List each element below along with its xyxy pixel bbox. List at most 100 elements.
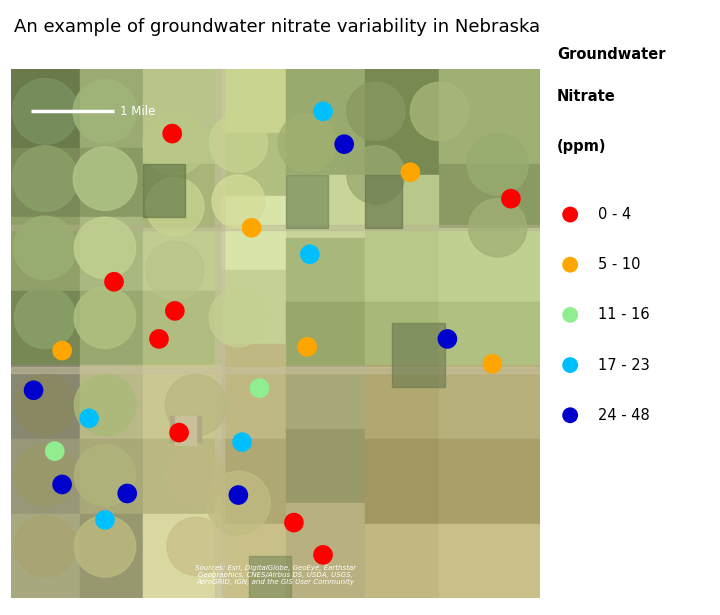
Point: [302, 342, 313, 352]
Bar: [143, 365, 222, 440]
Bar: [439, 69, 540, 164]
Point: [174, 427, 185, 437]
Bar: [11, 514, 80, 598]
Circle shape: [14, 445, 76, 506]
Bar: [143, 440, 222, 514]
Bar: [286, 429, 365, 503]
Circle shape: [12, 79, 78, 144]
Circle shape: [210, 288, 267, 347]
Circle shape: [74, 516, 135, 577]
Bar: [365, 365, 439, 440]
Circle shape: [74, 375, 135, 436]
Bar: [80, 514, 143, 598]
Bar: [439, 524, 540, 598]
Circle shape: [74, 445, 135, 506]
Point: [564, 210, 576, 220]
Bar: [222, 69, 286, 133]
Bar: [143, 164, 186, 217]
Circle shape: [143, 111, 207, 175]
Text: (ppm): (ppm): [557, 139, 606, 154]
Bar: [286, 365, 365, 429]
Text: 11 - 16: 11 - 16: [598, 308, 650, 322]
Point: [564, 260, 576, 269]
Bar: [175, 416, 196, 445]
Bar: [170, 416, 202, 442]
Point: [441, 334, 453, 344]
Circle shape: [166, 375, 227, 436]
Point: [564, 310, 576, 320]
Point: [318, 106, 329, 116]
Point: [236, 437, 248, 447]
Circle shape: [73, 147, 137, 210]
Point: [246, 223, 257, 232]
Bar: [286, 175, 365, 239]
Bar: [365, 524, 439, 598]
Point: [505, 194, 517, 204]
Point: [84, 413, 95, 423]
Circle shape: [212, 175, 265, 228]
Point: [166, 129, 178, 138]
Point: [564, 410, 576, 420]
Bar: [80, 365, 143, 440]
Bar: [80, 69, 143, 148]
Circle shape: [207, 471, 270, 534]
Circle shape: [14, 287, 76, 349]
Circle shape: [14, 375, 76, 436]
Bar: [11, 217, 80, 292]
Bar: [439, 302, 540, 365]
Bar: [222, 344, 286, 440]
Point: [56, 346, 68, 355]
Point: [253, 383, 265, 393]
Point: [56, 480, 68, 490]
Circle shape: [12, 146, 78, 212]
Circle shape: [469, 199, 527, 257]
Bar: [143, 514, 222, 598]
Bar: [222, 440, 286, 524]
Point: [28, 386, 40, 395]
Bar: [286, 302, 365, 365]
Bar: [11, 292, 80, 365]
Circle shape: [347, 146, 405, 204]
Circle shape: [410, 82, 469, 140]
Point: [153, 334, 165, 344]
Text: Nitrate: Nitrate: [557, 89, 616, 104]
Point: [318, 550, 329, 560]
Bar: [365, 175, 439, 239]
Text: 24 - 48: 24 - 48: [598, 408, 650, 423]
Text: An example of groundwater nitrate variability in Nebraska: An example of groundwater nitrate variab…: [14, 18, 540, 36]
Text: 5 - 10: 5 - 10: [598, 257, 641, 272]
Text: 17 - 23: 17 - 23: [598, 357, 650, 373]
Bar: [80, 217, 143, 292]
Bar: [222, 196, 286, 270]
Text: Groundwater: Groundwater: [557, 47, 665, 62]
Point: [122, 488, 133, 498]
Point: [108, 277, 120, 287]
Circle shape: [145, 241, 204, 300]
Circle shape: [278, 114, 336, 172]
Point: [288, 518, 300, 528]
Circle shape: [167, 517, 225, 576]
Circle shape: [347, 82, 405, 140]
Point: [564, 360, 576, 370]
Circle shape: [145, 178, 204, 236]
Bar: [439, 440, 540, 524]
Circle shape: [167, 446, 225, 504]
Point: [487, 359, 498, 369]
Bar: [439, 164, 540, 228]
Bar: [222, 270, 286, 344]
Bar: [143, 292, 222, 365]
Bar: [365, 175, 402, 228]
Circle shape: [210, 114, 267, 172]
Circle shape: [14, 216, 77, 280]
Bar: [11, 69, 80, 148]
Bar: [222, 524, 286, 598]
Point: [169, 306, 181, 315]
Bar: [365, 440, 439, 524]
Bar: [11, 225, 540, 231]
Bar: [80, 148, 143, 217]
Point: [405, 167, 416, 177]
Text: 1 Mile: 1 Mile: [120, 105, 156, 118]
Bar: [439, 365, 540, 440]
Point: [304, 249, 315, 259]
Bar: [215, 69, 224, 598]
